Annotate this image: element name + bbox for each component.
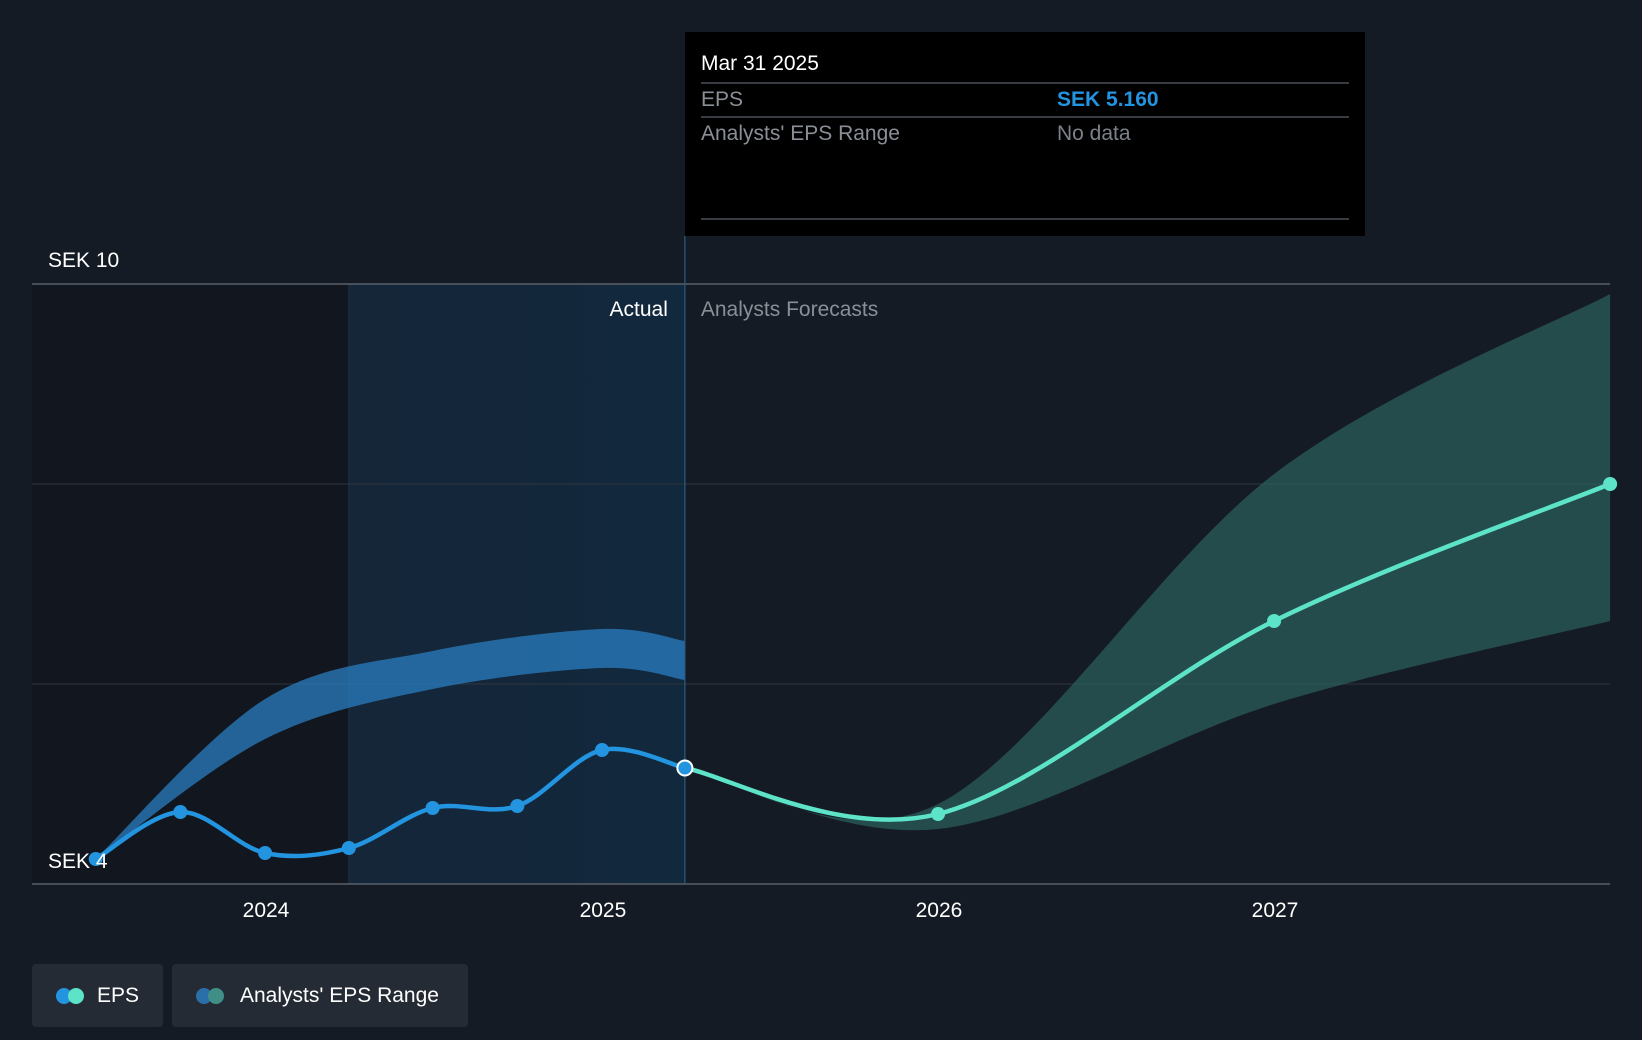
eps-point-actual-6	[595, 743, 610, 757]
eps-line-forecast	[682, 481, 1613, 822]
x-tick-label-2025: 2025	[580, 899, 627, 922]
y-tick-label-top: SEK 10	[48, 249, 119, 272]
actual-highlight-region	[348, 284, 685, 884]
eps-point-forecast-2	[1267, 614, 1282, 628]
eps-range-bands	[95, 294, 1611, 859]
eps-forecast-swatch	[68, 987, 84, 1004]
range-forecast-swatch	[208, 987, 224, 1004]
tooltip-row-label-0: EPS	[701, 88, 743, 111]
tooltip-row-label-1: Analysts' EPS Range	[701, 122, 900, 145]
legend-item-eps-range[interactable]: Analysts' EPS Range	[172, 964, 468, 1027]
legend-label-eps: EPS	[96, 983, 139, 1007]
x-tick-label-2027: 2027	[1252, 899, 1299, 922]
eps-point-actual-0	[88, 852, 103, 866]
eps-point-forecast-1	[931, 807, 946, 821]
actual-region-label: Actual	[610, 298, 668, 321]
tooltip-row-value-1: No data	[1057, 122, 1131, 145]
x-tick-label-2024: 2024	[243, 899, 290, 922]
axis-labels: SEK 10 SEK 4 2024 2025 2026 2027 Actual Analyst…	[48, 249, 1298, 922]
eps-point-forecast-3	[1603, 477, 1618, 491]
chart-background	[32, 284, 685, 884]
tooltip-row-value-0: SEK 5.160	[1057, 88, 1159, 111]
eps-point-actual-3	[341, 841, 356, 855]
forecast-region-label: Analysts Forecasts	[701, 298, 878, 321]
range-band-forecast	[684, 294, 1611, 831]
eps-range-legend-icon	[196, 987, 226, 1005]
range-band-actual	[95, 628, 685, 859]
y-tick-label-bottom: SEK 4	[48, 850, 108, 873]
eps-point-actual-5	[510, 799, 525, 813]
x-tick-label-2026: 2026	[916, 899, 963, 922]
tooltip: Mar 31 2025 EPS SEK 5.160 Analysts' EPS Ran…	[685, 32, 1365, 236]
eps-point-actual-1	[173, 805, 188, 819]
eps-point-selected	[676, 759, 694, 777]
eps-point-actual-2	[258, 846, 273, 860]
eps-point-actual-4	[425, 801, 440, 815]
eps-legend-icon	[56, 987, 84, 1005]
legend-item-eps[interactable]: EPS	[32, 964, 163, 1027]
tooltip-box	[685, 32, 1365, 236]
tooltip-date: Mar 31 2025	[701, 52, 819, 75]
past-region	[32, 284, 349, 884]
eps-points	[88, 477, 1618, 866]
legend-label-eps-range: Analysts' EPS Range	[240, 983, 439, 1007]
